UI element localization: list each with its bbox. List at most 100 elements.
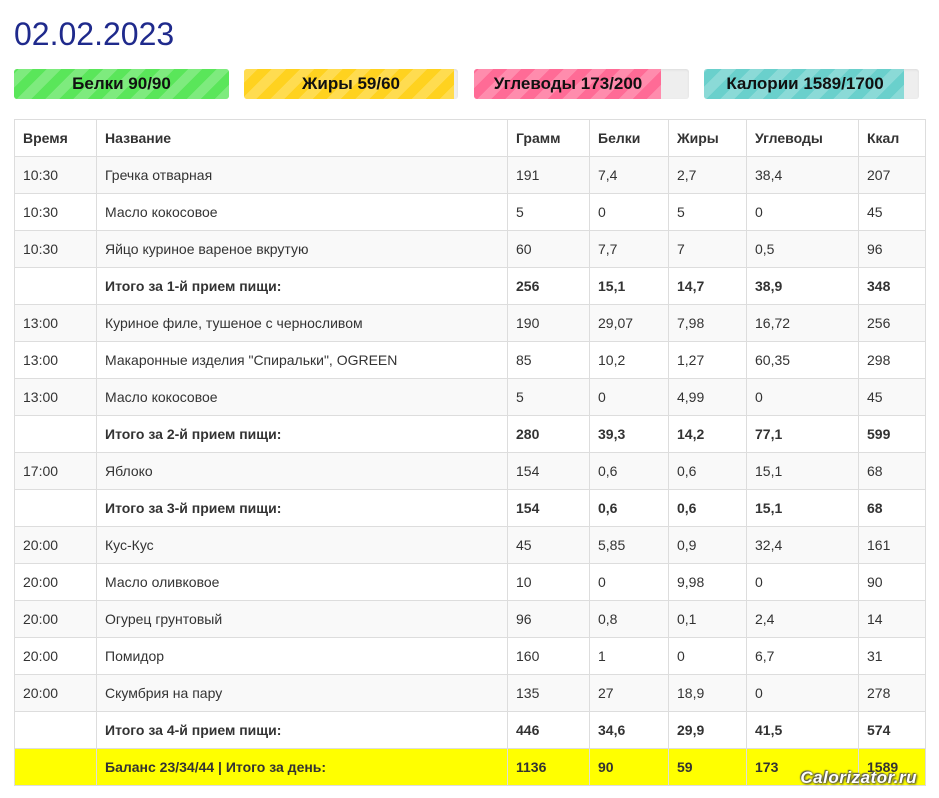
fat-progress-bar: Жиры 59/60 [244, 69, 458, 99]
cell-name: Скумбрия на пару [96, 674, 508, 712]
food-entry-row: 20:00 Огурец грунтовый 96 0,8 0,1 2,4 14 [14, 600, 926, 638]
cell-kcal: 599 [858, 415, 926, 453]
cell-time: 10:30 [14, 230, 97, 268]
cell-fat: 14,2 [668, 415, 747, 453]
cell-time: 13:00 [14, 378, 97, 416]
meal-subtotal-row: Итого за 4-й прием пищи: 446 34,6 29,9 41,5 5… [14, 711, 926, 749]
cell-time: 10:30 [14, 156, 97, 194]
cell-protein: 0 [589, 563, 669, 601]
cell-name: Яблоко [96, 452, 508, 490]
cell-carbs: 41,5 [746, 711, 859, 749]
fat-progress-label: Жиры 59/60 [302, 74, 400, 93]
cell-time [14, 489, 97, 527]
cell-name: Куриное филе, тушеное с черносливом [96, 304, 508, 342]
food-entry-row: 13:00 Масло кокосовое 5 0 4,99 0 45 [14, 378, 926, 416]
cell-grams: 45 [507, 526, 590, 564]
protein-progress-fill [14, 69, 229, 99]
cell-name: Огурец грунтовый [96, 600, 508, 638]
daily-total-row: Баланс 23/34/44 | Итого за день: 1136 90 59… [14, 748, 926, 786]
cell-grams: 135 [507, 674, 590, 712]
cell-kcal: 45 [858, 193, 926, 231]
cell-fat: 0,9 [668, 526, 747, 564]
cell-kcal: 68 [858, 489, 926, 527]
cell-name: Помидор [96, 637, 508, 675]
cell-carbs: 16,72 [746, 304, 859, 342]
cell-protein: 0,6 [589, 489, 669, 527]
protein-progress-label: Белки 90/90 [72, 74, 171, 93]
cell-grams: 154 [507, 452, 590, 490]
cell-name: Масло оливковое [96, 563, 508, 601]
cell-kcal: 207 [858, 156, 926, 194]
cell-grams: 1136 [507, 748, 590, 786]
cell-protein: 1 [589, 637, 669, 675]
meal-subtotal-row: Итого за 2-й прием пищи: 280 39,3 14,2 77,1 5… [14, 415, 926, 453]
cell-time: 20:00 [14, 674, 97, 712]
cell-carbs: 0 [746, 378, 859, 416]
cell-time [14, 748, 97, 786]
cell-fat: 0,6 [668, 452, 747, 490]
cell-grams: 160 [507, 637, 590, 675]
column-header-protein: Белки [589, 119, 669, 157]
cell-protein: 10,2 [589, 341, 669, 379]
cell-kcal: 14 [858, 600, 926, 638]
food-entry-row: 13:00 Макаронные изделия "Спиральки", OGR… [14, 341, 926, 379]
cell-fat: 0,1 [668, 600, 747, 638]
cell-fat: 29,9 [668, 711, 747, 749]
cell-carbs: 77,1 [746, 415, 859, 453]
cell-fat: 2,7 [668, 156, 747, 194]
cell-kcal: 68 [858, 452, 926, 490]
cell-kcal: 298 [858, 341, 926, 379]
cell-carbs: 0 [746, 193, 859, 231]
cell-kcal: 31 [858, 637, 926, 675]
cell-protein: 5,85 [589, 526, 669, 564]
cell-name: Масло кокосовое [96, 378, 508, 416]
cell-kcal: 90 [858, 563, 926, 601]
cell-fat: 14,7 [668, 267, 747, 305]
cell-kcal: 161 [858, 526, 926, 564]
food-entry-row: 10:30 Масло кокосовое 5 0 5 0 45 [14, 193, 926, 231]
cell-grams: 5 [507, 193, 590, 231]
cell-time: 20:00 [14, 563, 97, 601]
column-header-kcal: Ккал [858, 119, 926, 157]
cell-fat: 1,27 [668, 341, 747, 379]
food-entry-row: 13:00 Куриное филе, тушеное с черносливом… [14, 304, 926, 342]
calories-progress-bar: Калории 1589/1700 [704, 69, 919, 99]
cell-time: 17:00 [14, 452, 97, 490]
cell-grams: 10 [507, 563, 590, 601]
cell-carbs: 60,35 [746, 341, 859, 379]
meal-subtotal-row: Итого за 1-й прием пищи: 256 15,1 14,7 38,9 3… [14, 267, 926, 305]
cell-protein: 0 [589, 378, 669, 416]
cell-grams: 280 [507, 415, 590, 453]
cell-time: 13:00 [14, 341, 97, 379]
food-entry-row: 20:00 Скумбрия на пару 135 27 18,9 0 278 [14, 674, 926, 712]
cell-grams: 190 [507, 304, 590, 342]
cell-fat: 4,99 [668, 378, 747, 416]
cell-carbs: 38,4 [746, 156, 859, 194]
cell-time [14, 267, 97, 305]
nutrient-progress-bars: Белки 90/90 Жиры 59/60 Углеводы 173/200 … [14, 69, 924, 99]
cell-carbs: 15,1 [746, 489, 859, 527]
cell-time: 20:00 [14, 600, 97, 638]
cell-carbs: 0 [746, 674, 859, 712]
cell-name: Масло кокосовое [96, 193, 508, 231]
cell-name: Макаронные изделия "Спиральки", OGREEN [96, 341, 508, 379]
cell-carbs: 2,4 [746, 600, 859, 638]
food-entry-row: 20:00 Кус-Кус 45 5,85 0,9 32,4 161 [14, 526, 926, 564]
cell-kcal: 1589 [858, 748, 926, 786]
cell-grams: 256 [507, 267, 590, 305]
cell-kcal: 348 [858, 267, 926, 305]
cell-protein: 34,6 [589, 711, 669, 749]
cell-grams: 60 [507, 230, 590, 268]
cell-kcal: 96 [858, 230, 926, 268]
cell-protein: 90 [589, 748, 669, 786]
cell-protein: 29,07 [589, 304, 669, 342]
column-header-carbs: Углеводы [746, 119, 859, 157]
cell-fat: 0 [668, 637, 747, 675]
food-entry-row: 10:30 Яйцо куриное вареное вкрутую 60 7,7 7 0… [14, 230, 926, 268]
cell-fat: 0,6 [668, 489, 747, 527]
cell-carbs: 6,7 [746, 637, 859, 675]
carbs-progress-bar: Углеводы 173/200 [474, 69, 689, 99]
cell-name: Кус-Кус [96, 526, 508, 564]
cell-name: Итого за 1-й прием пищи: [96, 267, 508, 305]
cell-time [14, 415, 97, 453]
